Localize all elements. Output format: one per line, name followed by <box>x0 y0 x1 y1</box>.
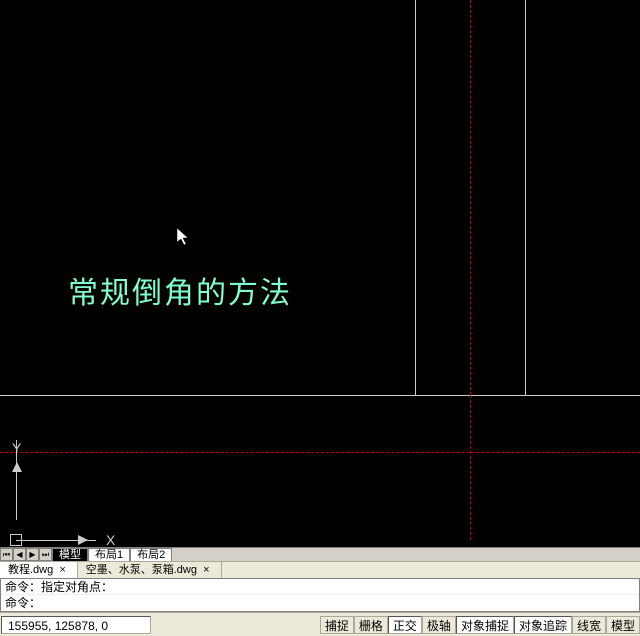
layout-tab-bar: ⏮ ◀ ▶ ⏭ 模型 布局1 布局2 <box>0 547 640 561</box>
file-tab[interactable]: 教程.dwg × <box>0 562 78 578</box>
ucs-y-axis <box>16 440 17 520</box>
centerline-vertical <box>470 0 471 395</box>
ucs-x-arrow-icon <box>78 535 88 545</box>
mouse-cursor-icon <box>177 228 191 246</box>
status-grid-button[interactable]: 栅格 <box>354 616 388 634</box>
file-tab-bar: 教程.dwg × 空墨、水泵、泵箱.dwg × <box>0 561 640 578</box>
close-icon[interactable]: × <box>56 564 68 576</box>
status-snap-button[interactable]: 捕捉 <box>320 616 354 634</box>
tab-layout2[interactable]: 布局2 <box>130 548 172 561</box>
tab-nav-prev[interactable]: ◀ <box>13 548 26 561</box>
drawing-canvas[interactable]: 常规倒角的方法 Y X <box>0 0 640 540</box>
centerline-horizontal <box>0 452 640 453</box>
file-tab-label: 教程.dwg <box>8 564 53 576</box>
status-bar: 155955, 125878, 0 捕捉 栅格 正交 极轴 对象捕捉 对象追踪 … <box>0 612 640 636</box>
tab-model[interactable]: 模型 <box>52 548 88 561</box>
file-tab[interactable]: 空墨、水泵、泵箱.dwg × <box>78 562 222 578</box>
centerline-vertical <box>470 395 471 540</box>
tab-layout1[interactable]: 布局1 <box>88 548 130 561</box>
ucs-x-label: X <box>106 532 115 548</box>
tab-nav-next[interactable]: ▶ <box>26 548 39 561</box>
status-polar-button[interactable]: 极轴 <box>422 616 456 634</box>
annotation-text: 常规倒角的方法 <box>68 268 292 312</box>
command-window[interactable]: 命令：指定对角点： 命令： <box>0 578 640 612</box>
command-input-line[interactable]: 命令： <box>1 595 639 611</box>
geometry-line <box>525 0 526 395</box>
close-icon[interactable]: × <box>200 564 212 576</box>
geometry-line <box>415 0 416 395</box>
tab-nav-first[interactable]: ⏮ <box>0 548 13 561</box>
ucs-y-arrow-icon <box>12 462 22 472</box>
status-osnap-button[interactable]: 对象捕捉 <box>456 616 514 634</box>
file-tab-label: 空墨、水泵、泵箱.dwg <box>86 564 197 576</box>
status-otrack-button[interactable]: 对象追踪 <box>514 616 572 634</box>
tab-nav-last[interactable]: ⏭ <box>39 548 52 561</box>
status-lweight-button[interactable]: 线宽 <box>572 616 606 634</box>
coordinate-display[interactable]: 155955, 125878, 0 <box>1 616 151 634</box>
command-history-line: 命令：指定对角点： <box>1 579 639 595</box>
status-ortho-button[interactable]: 正交 <box>388 616 422 634</box>
geometry-line <box>0 395 640 396</box>
status-model-button[interactable]: 模型 <box>606 616 640 634</box>
